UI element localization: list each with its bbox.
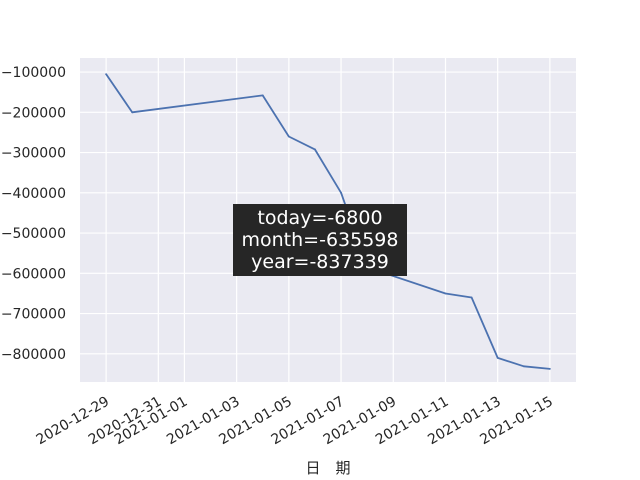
x-axis-title: 日 期 — [305, 459, 350, 477]
y-tick-label: −300000 — [1, 146, 66, 162]
y-tick-label: −500000 — [1, 226, 66, 242]
data-point — [470, 296, 473, 299]
annotation-line-today: today=-6800 — [257, 207, 382, 229]
data-point — [548, 367, 551, 370]
data-point — [340, 191, 342, 194]
data-point — [261, 94, 264, 97]
data-point — [131, 111, 134, 114]
y-tick-label: −400000 — [1, 186, 66, 202]
y-tick-label: −800000 — [1, 347, 66, 363]
y-tick-label: −600000 — [1, 266, 66, 282]
x-axis-ticks: 2020-12-292020-12-312021-01-012021-01-03… — [34, 394, 556, 449]
y-tick-label: −100000 — [1, 65, 66, 81]
data-point — [496, 356, 499, 359]
y-axis-ticks: −100000 −200000 −300000 −400000 −500000 −6000… — [1, 65, 66, 363]
data-point — [522, 365, 525, 368]
annotation-background — [233, 204, 407, 276]
data-point — [105, 73, 108, 75]
annotation-box: today=-6800 month=-635598 year=-837339 — [233, 204, 407, 276]
y-tick-label: −200000 — [1, 105, 66, 121]
y-tick-label: −700000 — [1, 307, 66, 323]
annotation-line-month: month=-635598 — [242, 229, 399, 251]
annotation-line-year: year=-837339 — [251, 251, 389, 273]
data-point — [444, 292, 447, 295]
data-point — [287, 135, 290, 138]
data-point — [314, 148, 316, 151]
